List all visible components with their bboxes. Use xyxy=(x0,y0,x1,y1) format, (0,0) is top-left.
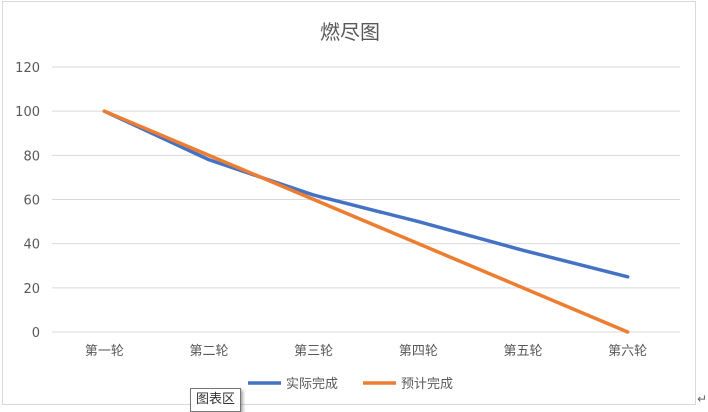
x-tick-label: 第四轮 xyxy=(399,344,438,359)
x-tick-label: 第三轮 xyxy=(294,344,333,359)
x-tick-label: 第五轮 xyxy=(503,344,542,359)
gridlines xyxy=(52,66,680,333)
chart-area-tooltip: 图表区 xyxy=(190,388,242,412)
legend-label: 预计完成 xyxy=(401,377,453,392)
x-tick-label: 第二轮 xyxy=(189,344,228,359)
x-axis-ticks: 第一轮 第二轮 第三轮 第四轮 第五轮 第六轮 xyxy=(85,344,647,359)
x-tick-label: 第一轮 xyxy=(85,344,124,359)
series-line-0[interactable] xyxy=(102,109,630,279)
y-axis-ticks: 0 20 40 60 80 100 120 xyxy=(15,61,40,341)
y-tick-label: 0 xyxy=(32,326,40,341)
paragraph-mark: ↵ xyxy=(697,392,708,406)
y-tick-label: 60 xyxy=(23,194,40,209)
series-line-1[interactable] xyxy=(102,109,630,334)
x-tick-label: 第六轮 xyxy=(608,344,647,359)
y-tick-label: 40 xyxy=(23,238,40,253)
y-tick-label: 120 xyxy=(15,61,40,76)
chart-area[interactable] xyxy=(2,1,696,405)
legend: 实际完成 预计完成 xyxy=(248,377,453,392)
y-tick-label: 100 xyxy=(15,105,40,120)
y-tick-label: 80 xyxy=(23,149,40,164)
legend-label: 实际完成 xyxy=(286,377,338,392)
y-tick-label: 20 xyxy=(23,282,40,297)
chart-title: 燃尽图 xyxy=(320,20,380,44)
series-lines xyxy=(102,109,630,334)
